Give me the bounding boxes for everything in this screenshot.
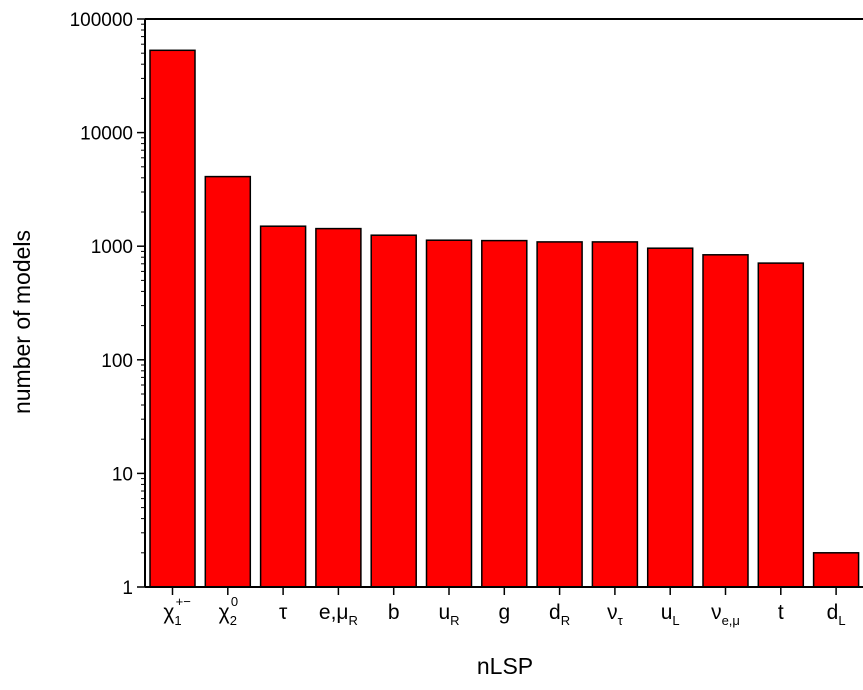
x-tick-label: dR — [549, 601, 570, 628]
bar-3 — [315, 227, 362, 588]
x-ticks-group: χ1+− χ20 τ e,μR b uR g dR ντ uL νe,μ t dL — [163, 587, 846, 628]
y-tick-label: 1000 — [91, 237, 133, 258]
bar-12 — [812, 552, 860, 588]
x-tick-label: τ — [279, 601, 288, 624]
x-axis-title: nLSP — [477, 653, 533, 679]
bar-8 — [591, 241, 639, 588]
bar-7 — [536, 241, 583, 588]
bar-10 — [702, 254, 749, 588]
x-tick-label: uR — [438, 601, 459, 628]
bar-9 — [646, 247, 694, 588]
x-tick-label: t — [778, 601, 784, 624]
bar-1 — [204, 175, 252, 588]
x-tick-label: g — [498, 601, 510, 624]
y-tick-label: 10 — [112, 464, 133, 485]
x-tick-label: χ2 — [219, 601, 237, 628]
bar-5 — [425, 239, 473, 588]
bar-2 — [259, 225, 307, 588]
bar-4 — [370, 234, 417, 588]
x-tick-label: e,μR — [319, 601, 358, 628]
bar-11 — [757, 262, 805, 588]
x-tick-label: ντ — [607, 601, 624, 628]
y-tick-label: 1 — [122, 578, 133, 599]
y-tick-label: 100000 — [70, 10, 133, 31]
x-tick-superscript: 0 — [231, 594, 238, 609]
y-tick-label: 100 — [101, 351, 133, 372]
y-axis-title: number of models — [9, 230, 35, 414]
x-tick-label: χ1 — [163, 601, 181, 628]
bars-group — [149, 49, 860, 588]
y-ticks-group: 1 10 100 1000 10000 100000 — [70, 10, 145, 599]
x-tick-label: uL — [661, 601, 680, 628]
x-tick-label: νe,μ — [711, 601, 740, 628]
bar-6 — [481, 239, 528, 588]
bar-0 — [149, 49, 196, 588]
y-tick-label: 10000 — [80, 124, 133, 145]
x-tick-label: b — [388, 601, 400, 624]
x-tick-label: dL — [827, 601, 846, 628]
x-tick-superscript: +− — [176, 594, 191, 609]
